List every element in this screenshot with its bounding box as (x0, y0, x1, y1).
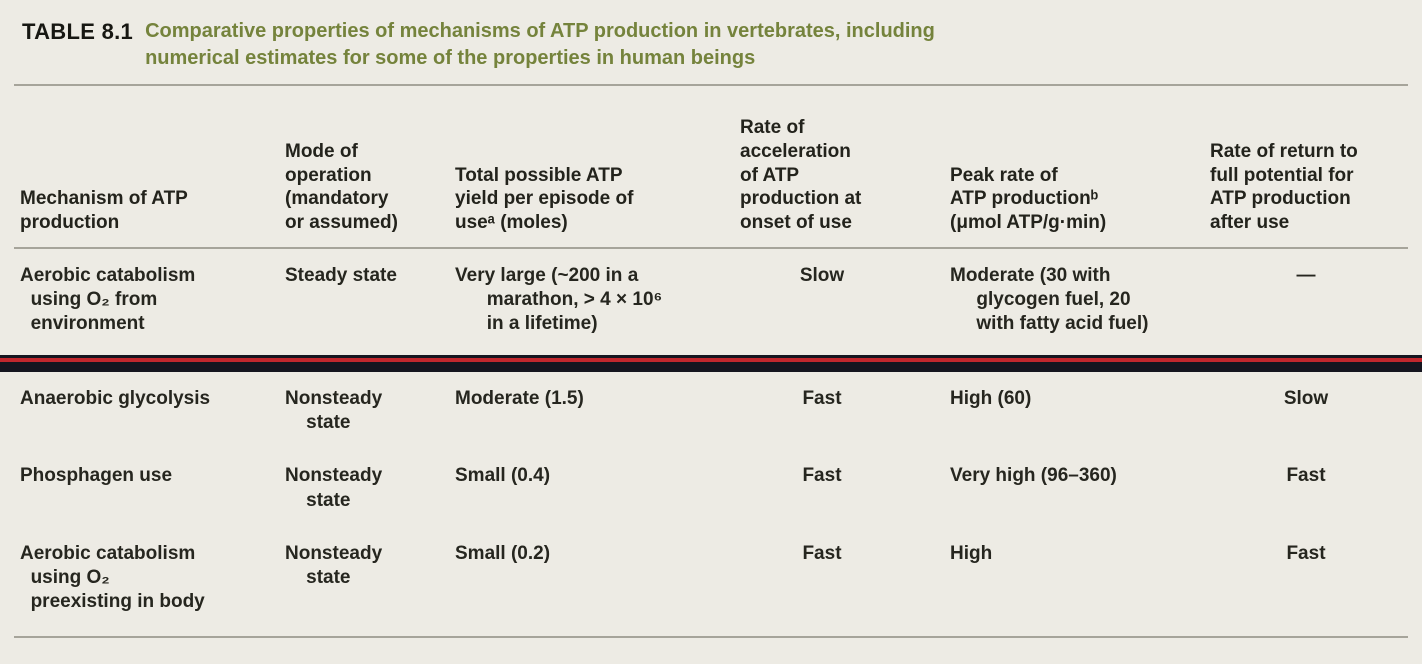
band-red-line (0, 358, 1422, 363)
cell-mode: Nonsteady state (285, 465, 383, 511)
cell-return: — (1296, 264, 1316, 286)
cell-mechanism: Aerobic catabolism using O₂ from environ… (20, 264, 196, 334)
table-row-aerobic-environment: Aerobic catabolism using O₂ from environ… (0, 249, 1422, 350)
cell-mechanism: Phosphagen use (20, 465, 173, 487)
header-divider-line (14, 246, 1408, 249)
column-header-peak-rate: Peak rate of ATP productionᵇ (μmol ATP/g… (950, 164, 1107, 234)
cell-acceleration: Fast (802, 542, 842, 564)
cell-yield: Small (0.4) (455, 465, 551, 487)
table-title: Comparative properties of mechanisms of … (145, 20, 935, 69)
cell-acceleration: Fast (802, 388, 842, 410)
column-header-return: Rate of return to full potential for ATP… (1210, 140, 1358, 233)
column-header-acceleration: Rate of acceleration of ATP production a… (740, 117, 862, 233)
cell-mechanism: Anaerobic glycolysis (20, 388, 211, 410)
band-dark-bottom-line (0, 362, 1422, 373)
cell-peak-rate: Very high (96–360) (950, 465, 1117, 487)
cell-yield: Very large (~200 in a marathon, > 4 × 10… (455, 264, 663, 334)
table-label: TABLE 8.1 (22, 19, 134, 44)
cell-acceleration: Fast (802, 465, 842, 487)
table-row-phosphagen-use: Phosphagen use Nonsteady state Small (0.… (0, 449, 1422, 526)
cell-return: Fast (1286, 465, 1326, 487)
cell-peak-rate: High (950, 542, 993, 564)
caption-divider-line (14, 84, 1408, 86)
column-header-mode: Mode of operation (mandatory or assumed) (285, 140, 398, 233)
page-break-band (0, 355, 1422, 373)
cell-peak-rate: High (60) (950, 388, 1032, 410)
cell-yield: Small (0.2) (455, 542, 551, 564)
cell-return: Slow (1283, 388, 1329, 410)
cell-yield: Moderate (1.5) (455, 388, 584, 410)
table-row-anaerobic-glycolysis: Anaerobic glycolysis Nonsteady state Mod… (0, 372, 1422, 449)
cell-acceleration: Slow (799, 264, 845, 286)
cell-mode: Steady state (285, 264, 397, 286)
table-header-row: Mechanism of ATP production Mode of oper… (0, 86, 1422, 247)
table-caption: TABLE 8.1 Comparative properties of mech… (0, 0, 1422, 84)
table-bottom-line (14, 636, 1408, 638)
cell-mechanism: Aerobic catabolism using O₂ preexisting … (20, 542, 205, 612)
band-dark-top-line (0, 355, 1422, 359)
column-header-yield: Total possible ATP yield per episode of … (455, 164, 634, 234)
cell-return: Fast (1286, 542, 1326, 564)
table-row-aerobic-preexisting: Aerobic catabolism using O₂ preexisting … (0, 527, 1422, 628)
cell-peak-rate: Moderate (30 with glycogen fuel, 20 with… (950, 264, 1149, 334)
cell-mode: Nonsteady state (285, 388, 383, 434)
column-header-mechanism: Mechanism of ATP production (20, 188, 188, 233)
cell-mode: Nonsteady state (285, 542, 383, 588)
